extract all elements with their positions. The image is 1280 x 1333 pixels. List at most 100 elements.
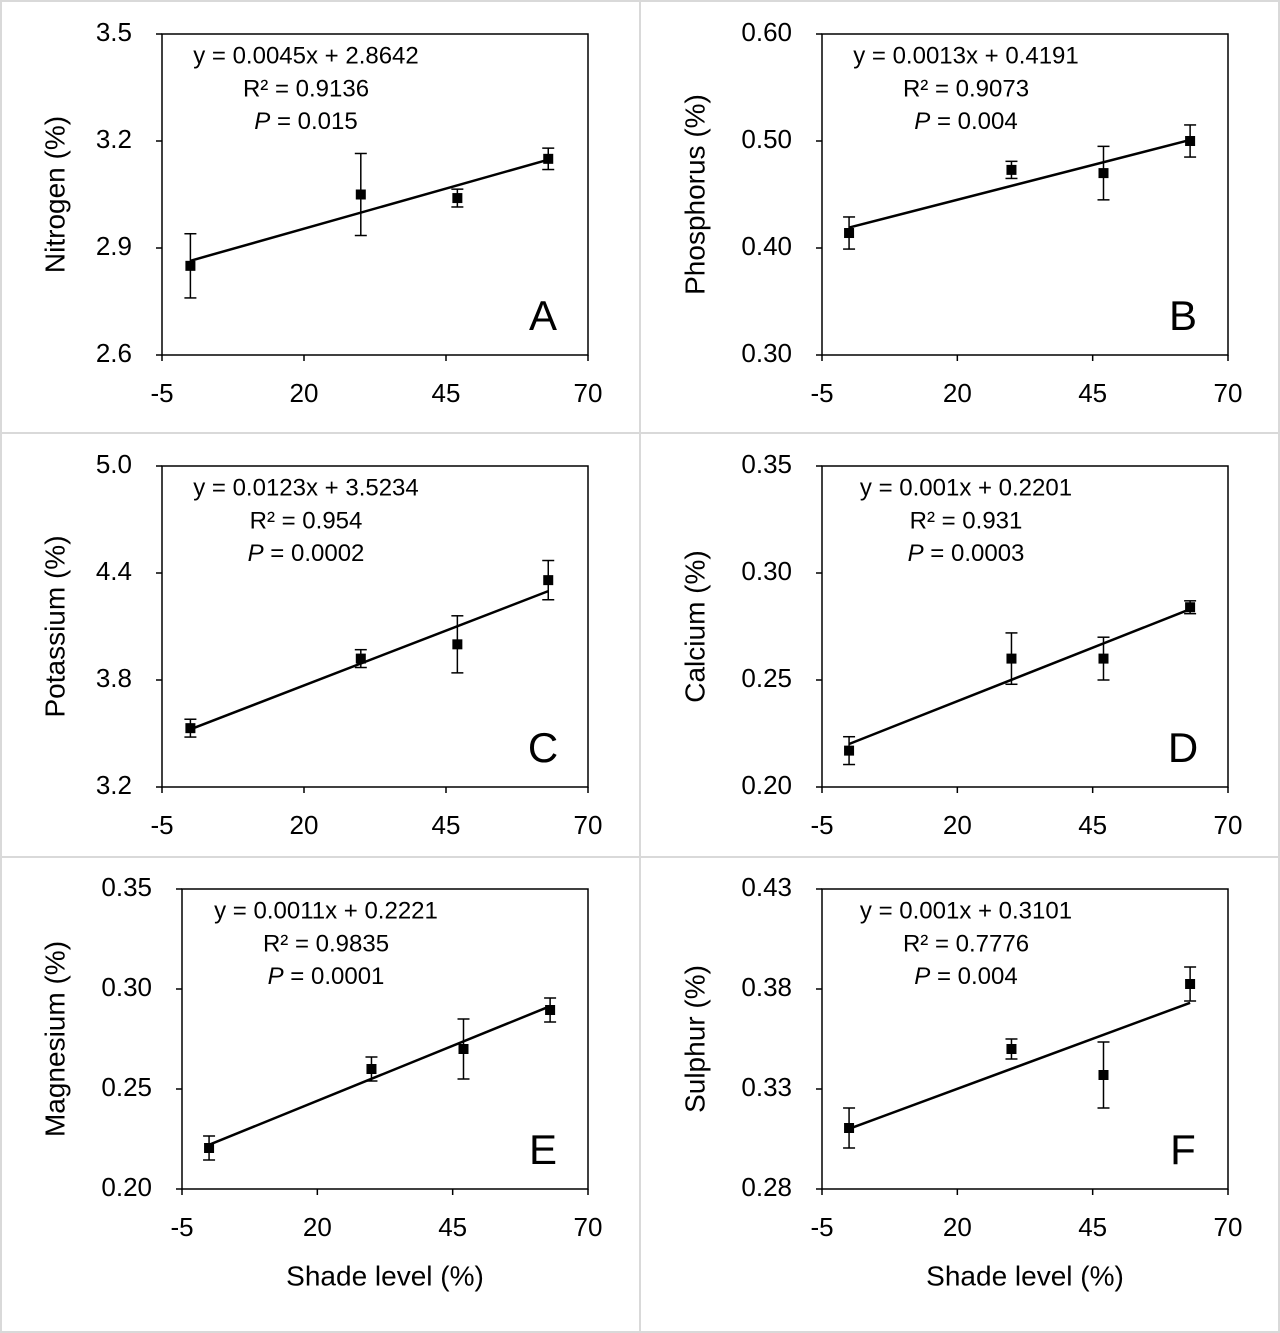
y-axis-label: Phosphorus (%) bbox=[679, 94, 710, 295]
y-tick-label: 0.30 bbox=[101, 972, 152, 1002]
x-tick-label: -5 bbox=[810, 810, 833, 840]
data-point bbox=[1185, 136, 1196, 146]
y-tick-label: 0.30 bbox=[741, 556, 792, 586]
x-tick-label: 70 bbox=[1214, 810, 1243, 840]
y-tick-label: 0.60 bbox=[741, 17, 792, 47]
data-point bbox=[844, 745, 855, 756]
x-tick-label: 20 bbox=[943, 810, 972, 840]
annotation: y = 0.0011x + 0.2221 bbox=[214, 897, 438, 924]
data-point bbox=[452, 639, 463, 650]
x-tick-label: 45 bbox=[1078, 1212, 1107, 1242]
plot-frame bbox=[181, 888, 589, 1190]
data-point bbox=[185, 260, 196, 271]
y-tick-label: 0.35 bbox=[741, 449, 792, 479]
y-tick-label: 3.2 bbox=[96, 124, 132, 154]
y-axis-label: Calcium (%) bbox=[679, 550, 710, 702]
x-tick-label: 70 bbox=[574, 378, 603, 408]
data-point bbox=[1098, 1070, 1109, 1080]
x-tick-label: 70 bbox=[574, 810, 603, 840]
panel: 3.2 3.8 4.4 5.0 -5 20 45 70 y = 0.0123x + 3.5234… bbox=[39, 449, 602, 840]
plot-frame bbox=[821, 465, 1229, 788]
data-point bbox=[1185, 602, 1196, 613]
y-tick-label: 0.28 bbox=[741, 1172, 792, 1202]
panel-label: D bbox=[1168, 724, 1198, 771]
y-tick-label: 0.25 bbox=[741, 663, 792, 693]
data-point bbox=[844, 228, 855, 239]
y-tick-label: 0.50 bbox=[741, 124, 792, 154]
panel: 0.30 0.40 0.50 0.60 -5 20 45 70 y = 0.0013x + 0.… bbox=[679, 17, 1242, 408]
annotation: y = 0.001x + 0.3101 bbox=[860, 897, 1072, 924]
annotation: y = 0.0123x + 3.5234 bbox=[193, 474, 419, 501]
y-tick-label: 2.9 bbox=[96, 231, 132, 261]
x-tick-label: 20 bbox=[943, 1212, 972, 1242]
x-tick-label: 45 bbox=[1078, 810, 1107, 840]
panel: 0.20 0.25 0.30 0.35 -5 20 45 70 y = 0.0011x + 0.… bbox=[39, 872, 602, 1292]
x-tick-label: 20 bbox=[943, 378, 972, 408]
annotation: y = 0.0045x + 2.8642 bbox=[193, 42, 419, 69]
y-tick-label: 0.40 bbox=[741, 231, 792, 261]
x-tick-label: 45 bbox=[432, 810, 461, 840]
data-point bbox=[452, 193, 463, 204]
x-axis-label: Shade level (%) bbox=[926, 1260, 1124, 1291]
x-tick-label: 70 bbox=[574, 1212, 603, 1242]
x-tick-label: 20 bbox=[303, 1212, 332, 1242]
trend-line bbox=[848, 608, 1191, 746]
x-axis-label: Shade level (%) bbox=[286, 1260, 484, 1291]
data-point bbox=[1006, 164, 1017, 175]
x-tick-label: 45 bbox=[1078, 378, 1107, 408]
y-tick-label: 5.0 bbox=[96, 449, 132, 479]
x-tick-label: 20 bbox=[290, 378, 319, 408]
x-tick-label: -5 bbox=[170, 1212, 193, 1242]
data-point bbox=[185, 723, 196, 734]
x-tick-label: -5 bbox=[810, 1212, 833, 1242]
annotation: P = 0.004 bbox=[914, 108, 1017, 135]
panel-label: A bbox=[529, 292, 557, 339]
x-tick-label: -5 bbox=[810, 378, 833, 408]
x-tick-label: 45 bbox=[432, 378, 461, 408]
data-point bbox=[355, 653, 366, 664]
x-tick-label: 20 bbox=[290, 810, 319, 840]
trend-line bbox=[190, 158, 549, 262]
panel-label: B bbox=[1169, 292, 1197, 339]
y-tick-label: 0.38 bbox=[741, 972, 792, 1002]
y-tick-label: 3.2 bbox=[96, 770, 132, 800]
data-point bbox=[1006, 1044, 1017, 1054]
annotation: P = 0.0003 bbox=[908, 540, 1025, 567]
y-tick-label: 0.30 bbox=[741, 338, 792, 368]
panel-label: F bbox=[1170, 1126, 1196, 1173]
data-point bbox=[458, 1044, 469, 1054]
plot-frame bbox=[821, 33, 1229, 356]
trend-line bbox=[848, 1001, 1191, 1130]
y-tick-label: 0.20 bbox=[741, 770, 792, 800]
panel: 2.6 2.9 3.2 3.5 -5 20 45 70 y = 0.0045x + 2.8642… bbox=[39, 17, 602, 408]
y-tick-label: 0.43 bbox=[741, 872, 792, 902]
y-tick-label: 3.5 bbox=[96, 17, 132, 47]
y-tick-label: 0.25 bbox=[101, 1072, 152, 1102]
x-tick-label: -5 bbox=[150, 810, 173, 840]
x-tick-label: 70 bbox=[1214, 1212, 1243, 1242]
data-point bbox=[366, 1064, 377, 1074]
annotation: R² = 0.9073 bbox=[903, 75, 1029, 102]
x-tick-label: -5 bbox=[150, 378, 173, 408]
annotation: R² = 0.7776 bbox=[903, 930, 1029, 957]
plot-frame bbox=[161, 465, 589, 788]
y-axis-label: Magnesium (%) bbox=[39, 941, 70, 1137]
panel-label: C bbox=[528, 724, 558, 771]
y-tick-label: 0.20 bbox=[101, 1172, 152, 1202]
plot-frame bbox=[821, 888, 1229, 1190]
data-point bbox=[844, 1123, 855, 1133]
trend-line bbox=[189, 589, 549, 731]
annotation: y = 0.001x + 0.2201 bbox=[860, 474, 1072, 501]
data-point bbox=[1006, 653, 1017, 664]
y-tick-label: 4.4 bbox=[96, 556, 132, 586]
trend-line bbox=[208, 1005, 551, 1146]
data-point bbox=[204, 1143, 215, 1153]
annotation: P = 0.004 bbox=[914, 963, 1017, 990]
annotation: P = 0.0001 bbox=[268, 963, 385, 990]
x-tick-label: 45 bbox=[438, 1212, 467, 1242]
data-point bbox=[1185, 979, 1196, 989]
annotation: R² = 0.954 bbox=[250, 507, 363, 534]
panel-label: E bbox=[529, 1126, 557, 1173]
